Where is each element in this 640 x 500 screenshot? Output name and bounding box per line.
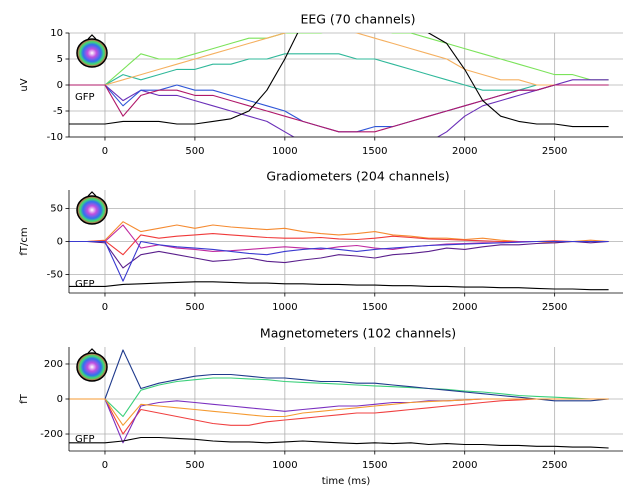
y-tick-label: 0: [57, 80, 63, 91]
y-tick-label: 5: [57, 54, 63, 65]
x-axis-label: time (ms): [322, 476, 371, 487]
channel-line: [69, 33, 609, 128]
gfp-label: GFP: [75, 92, 95, 103]
x-tick-label: 2500: [542, 460, 567, 471]
x-tick-label: 2500: [542, 146, 567, 157]
y-tick-label: 50: [50, 203, 63, 214]
y-axis-label: uV: [19, 78, 30, 91]
channel-line: [69, 79, 609, 137]
y-tick-label: -200: [40, 429, 63, 440]
gfp-label: GFP: [75, 434, 95, 445]
channel-line: [69, 281, 609, 291]
x-tick-label: 2000: [452, 302, 477, 313]
lines: [69, 33, 609, 137]
panel-title: Gradiometers (204 channels): [266, 169, 449, 184]
channel-line: [69, 398, 609, 435]
x-tick-label: 500: [185, 302, 204, 313]
sensor-head: [76, 195, 108, 225]
head-nose: [87, 191, 97, 197]
x-tick-label: 1500: [362, 460, 387, 471]
y-tick-label: 200: [44, 359, 63, 370]
x-tick-label: 0: [102, 146, 108, 157]
channel-line: [69, 224, 609, 252]
lines: [69, 221, 609, 291]
x-tick-label: 1500: [362, 302, 387, 313]
y-tick-label: -5: [53, 106, 63, 117]
x-tick-label: 1000: [272, 460, 297, 471]
channel-line: [69, 240, 609, 282]
panel-title: Magnetometers (102 channels): [260, 326, 456, 341]
x-tick-label: 500: [185, 460, 204, 471]
y-tick-label: 0: [57, 394, 63, 405]
sensor-head: [76, 38, 108, 68]
sensor-head: [76, 352, 108, 382]
y-axis-label: fT/cm: [19, 227, 30, 255]
panel-title: EEG (70 channels): [300, 12, 415, 27]
y-tick-label: 10: [50, 28, 63, 39]
lines: [69, 349, 609, 449]
x-tick-label: 1500: [362, 146, 387, 157]
gfp-label: GFP: [75, 279, 95, 290]
x-tick-label: 0: [102, 460, 108, 471]
channel-line: [69, 221, 609, 244]
channel-line: [69, 377, 609, 418]
head-nose: [87, 34, 97, 40]
channel-line: [69, 436, 609, 449]
channel-line: [69, 84, 609, 133]
panel: Gradiometers (204 channels)fT/cm0 500 1000…: [19, 169, 623, 313]
channel-line: [69, 349, 609, 402]
y-axis-label: fT: [19, 393, 30, 404]
x-tick-label: 500: [185, 146, 204, 157]
x-tick-label: 2000: [452, 460, 477, 471]
x-tick-label: 1000: [272, 146, 297, 157]
x-tick-label: 2500: [542, 302, 567, 313]
channel-line: [69, 33, 609, 86]
panel: Magnetometers (102 channels) fT time (ms) 0…: [19, 326, 623, 487]
x-tick-label: 0: [102, 302, 108, 313]
channel-line: [69, 84, 609, 133]
channel-line: [69, 33, 609, 86]
channel-line: [69, 240, 609, 269]
x-tick-label: 1000: [272, 302, 297, 313]
panel: EEG (70 channels) uV 0 500 1000 1500 2000 2500 1…: [19, 12, 623, 157]
y-tick-label: -50: [47, 270, 63, 281]
head-nose: [87, 348, 97, 354]
y-tick-label: -10: [47, 132, 63, 143]
x-tick-label: 2000: [452, 146, 477, 157]
channel-line: [69, 398, 609, 426]
y-tick-label: 0: [57, 237, 63, 248]
